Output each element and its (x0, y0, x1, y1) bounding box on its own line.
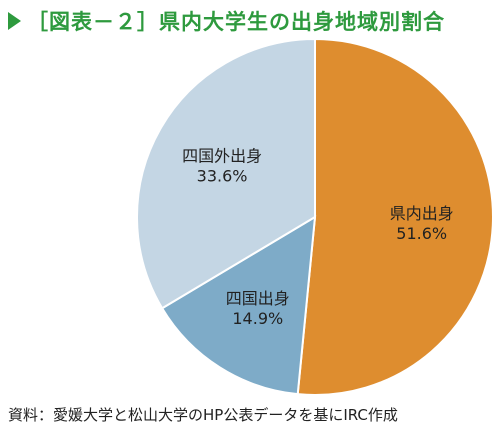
slice-value-inside: 51.6% (396, 224, 447, 243)
slice-label-outside: 四国外出身 (182, 146, 262, 165)
slice-label-shikoku: 四国出身 (226, 289, 290, 308)
triangle-marker-icon (8, 12, 21, 30)
chart-title: ［図表－２］県内大学生の出身地域別割合 (27, 10, 445, 34)
source-note: 資料：愛媛大学と松山大学のHP公表データを基にIRC作成 (8, 406, 398, 424)
pie-slice-shikoku (160, 215, 317, 396)
slice-value-outside: 33.6% (197, 166, 248, 185)
pie-slice-inside (296, 37, 494, 396)
slice-label-inside: 県内出身 (390, 204, 454, 223)
chart-title-row: ［図表－２］県内大学生の出身地域別割合 (8, 6, 445, 36)
slice-value-shikoku: 14.9% (232, 309, 283, 328)
pie-slice-outside (136, 37, 316, 310)
